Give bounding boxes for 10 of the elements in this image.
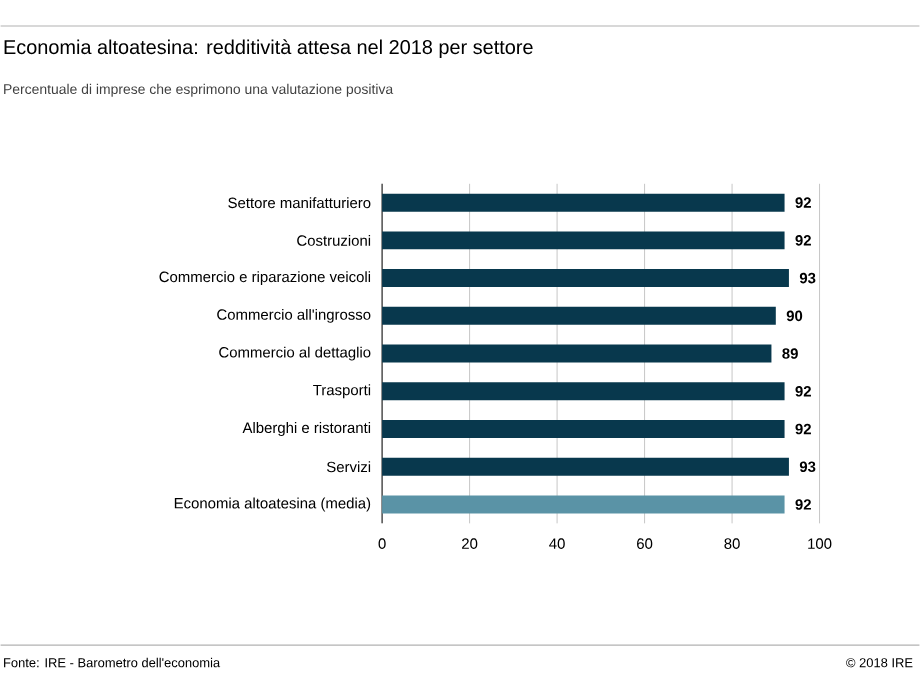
bar xyxy=(382,345,772,363)
bar xyxy=(382,382,785,401)
chart-title: Economia altoatesina: redditività attesa nel 2018 per settore xyxy=(4,39,533,59)
bar xyxy=(382,231,785,250)
bar xyxy=(382,420,785,439)
bar xyxy=(382,495,785,514)
bar xyxy=(382,194,785,213)
bar xyxy=(382,458,789,477)
bar xyxy=(382,307,776,326)
bar xyxy=(382,269,789,288)
